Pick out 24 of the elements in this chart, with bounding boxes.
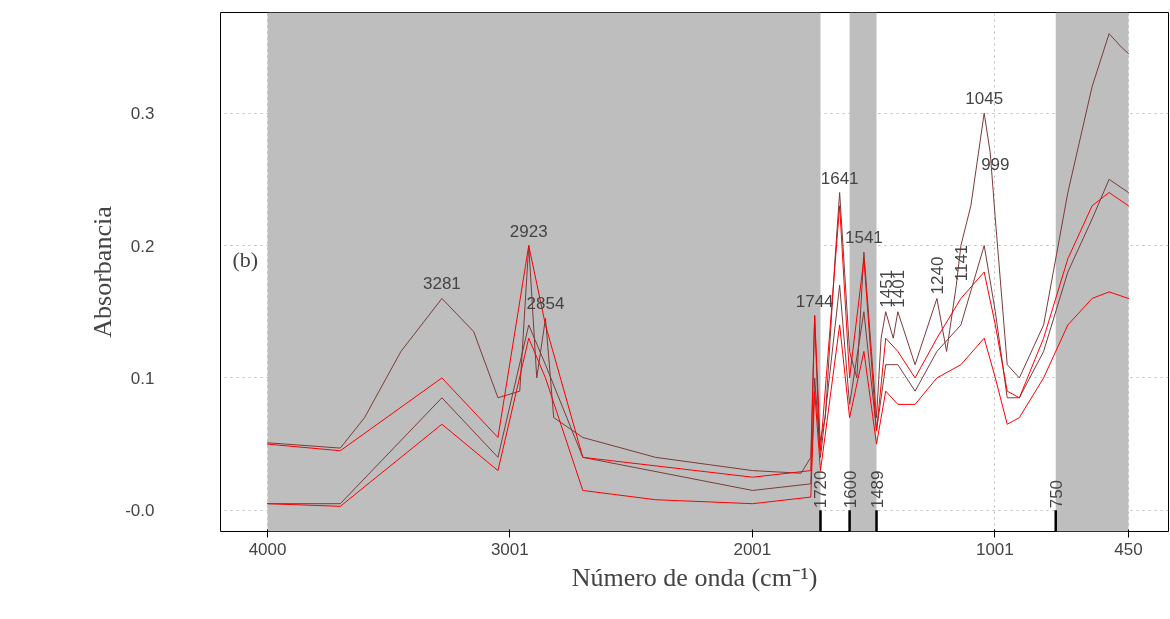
x-tick-label: 2001 [733, 539, 772, 559]
x-tick-label: 450 [1114, 539, 1143, 559]
ref-line-label: 750 [1046, 479, 1066, 509]
y-tick-label: 0.1 [130, 368, 155, 388]
ref-line-label: 1600 [840, 470, 860, 509]
annotation: 3281 [423, 274, 461, 294]
annotation: 1641 [820, 168, 859, 188]
x-tick-label: 1001 [975, 539, 1014, 559]
annotation: 2923 [509, 221, 548, 241]
annotation: (b) [232, 246, 259, 272]
ref-line-label: 1720 [811, 470, 831, 509]
x-axis-title: Número de onda (cm⁻¹) [571, 562, 818, 592]
y-tick-label: 0.2 [130, 236, 155, 256]
annotation: 1240 [927, 256, 947, 295]
ref-line-label: 1489 [867, 470, 887, 509]
x-tick-label: 3001 [490, 539, 529, 559]
y-axis-title: Absorbancia [88, 205, 118, 338]
annotation: 1045 [965, 89, 1004, 109]
annotation: 1541 [844, 228, 883, 248]
y-tick-label: -0.0 [125, 501, 155, 521]
annotation: 999 [981, 155, 1010, 175]
x-tick-label: 4000 [248, 539, 287, 559]
annotation: 1141 [951, 244, 971, 282]
y-tick-label: 0.3 [130, 104, 155, 124]
